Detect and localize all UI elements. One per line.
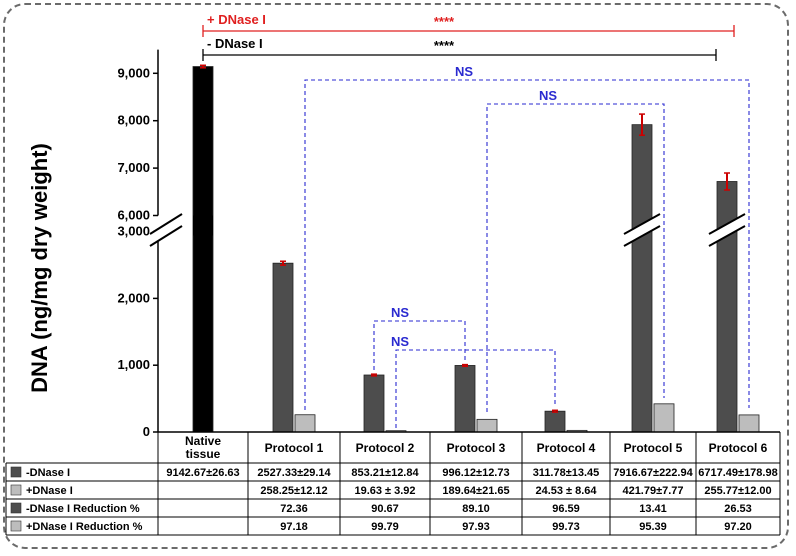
table-cell: 99.79 — [371, 521, 399, 533]
table-cell: 7916.67±222.94 — [613, 467, 693, 479]
bar-minus-dnase — [363, 374, 385, 433]
table-cell: 24.53 ± 8.64 — [535, 485, 597, 497]
axis-break-gap — [150, 214, 182, 246]
ns-bracket — [373, 320, 466, 370]
table-cell: 72.36 — [280, 503, 308, 515]
bar-minus-dnase — [544, 410, 566, 433]
bar-plus-dnase — [653, 403, 675, 433]
sig-stars-minus-dnase: **** — [434, 38, 455, 53]
y-axis-title: DNA (ng/mg dry weight) — [27, 143, 52, 393]
ns-label: NS — [455, 64, 473, 79]
category-label: Protocol 6 — [709, 441, 768, 455]
table-cell: 99.73 — [552, 521, 580, 533]
bar-break-slash — [708, 225, 746, 247]
table-cell: 9142.67±26.63 — [166, 467, 239, 479]
table-cell: 853.21±12.84 — [351, 467, 419, 479]
y-tick-label: 9,000 — [117, 65, 150, 80]
y-tick-label: 8,000 — [117, 113, 150, 128]
bar-plus-dnase — [738, 414, 760, 433]
bar-break-gap — [709, 214, 745, 246]
axis-break-slash — [149, 225, 183, 247]
ns-label: NS — [391, 305, 409, 320]
table-cell: 258.25±12.12 — [260, 485, 327, 497]
table-cell: 96.59 — [552, 503, 580, 515]
table-cell: 26.53 — [724, 503, 752, 515]
category-label: Protocol 5 — [624, 441, 683, 455]
ns-bracket — [395, 349, 556, 428]
table-cell: 97.93 — [462, 521, 490, 533]
bar-minus-dnase — [454, 365, 476, 433]
figure-frame — [3, 3, 789, 549]
bar-break-slash — [708, 213, 746, 235]
table-row-label: -DNase I Reduction % — [26, 503, 140, 515]
bar-plus-dnase — [476, 418, 498, 433]
bar-minus-dnase — [272, 262, 294, 433]
category-label-line: Native — [185, 434, 221, 448]
legend-swatch — [10, 466, 22, 478]
bar-plus-dnase — [294, 414, 316, 433]
table-cell: 2527.33±29.14 — [257, 467, 331, 479]
table-row-label: +DNase I Reduction % — [26, 521, 143, 533]
y-tick-label: 3,000 — [117, 224, 150, 239]
sig-stars-plus-dnase: **** — [434, 14, 455, 29]
table-cell: 255.77±12.00 — [704, 485, 771, 497]
ns-bracket — [304, 79, 750, 410]
bar-minus-dnase-break-fill — [193, 215, 213, 236]
category-label: Protocol 2 — [356, 441, 415, 455]
bar-break-gap — [624, 214, 660, 246]
legend-swatch — [10, 520, 22, 532]
bar-minus-dnase — [192, 66, 214, 433]
table-cell: 95.39 — [639, 521, 667, 533]
sig-label-plus-dnase: + DNase I — [207, 12, 266, 27]
ns-label: NS — [391, 334, 409, 349]
table-cell: 97.20 — [724, 521, 752, 533]
axis-break-slash — [149, 213, 183, 235]
category-label: Protocol 1 — [265, 441, 324, 455]
ns-label: NS — [539, 88, 557, 103]
bar-minus-dnase — [631, 124, 653, 433]
table-cell: 421.79±7.77 — [622, 485, 683, 497]
table-cell: 6717.49±178.98 — [698, 467, 777, 479]
table-cell: 311.78±13.45 — [533, 467, 600, 479]
y-tick-label: 6,000 — [117, 208, 150, 223]
table-cell: 996.12±12.73 — [442, 467, 509, 479]
table-cell: 19.63 ± 3.92 — [354, 485, 415, 497]
sig-label-minus-dnase: - DNase I — [207, 36, 263, 51]
bar-break-slash — [623, 213, 661, 235]
table-cell: 189.64±21.65 — [442, 485, 509, 497]
y-tick-label: 2,000 — [117, 290, 150, 305]
legend-swatch — [10, 502, 22, 514]
category-label-line: tissue — [186, 447, 221, 461]
table-cell: 90.67 — [371, 503, 399, 515]
bar-break-slash — [623, 225, 661, 247]
legend-swatch — [10, 484, 22, 496]
table-cell: 97.18 — [280, 521, 308, 533]
category-label: Protocol 3 — [447, 441, 506, 455]
table-cell: 13.41 — [639, 503, 667, 515]
y-tick-label: 0 — [143, 424, 150, 439]
table-cell: 89.10 — [462, 503, 490, 515]
category-label: Protocol 4 — [537, 441, 596, 455]
y-tick-label: 7,000 — [117, 160, 150, 175]
y-tick-label: 1,000 — [117, 357, 150, 372]
ns-bracket — [486, 103, 665, 412]
table-row-label: -DNase I — [26, 467, 70, 479]
table-row-label: +DNase I — [26, 485, 73, 497]
